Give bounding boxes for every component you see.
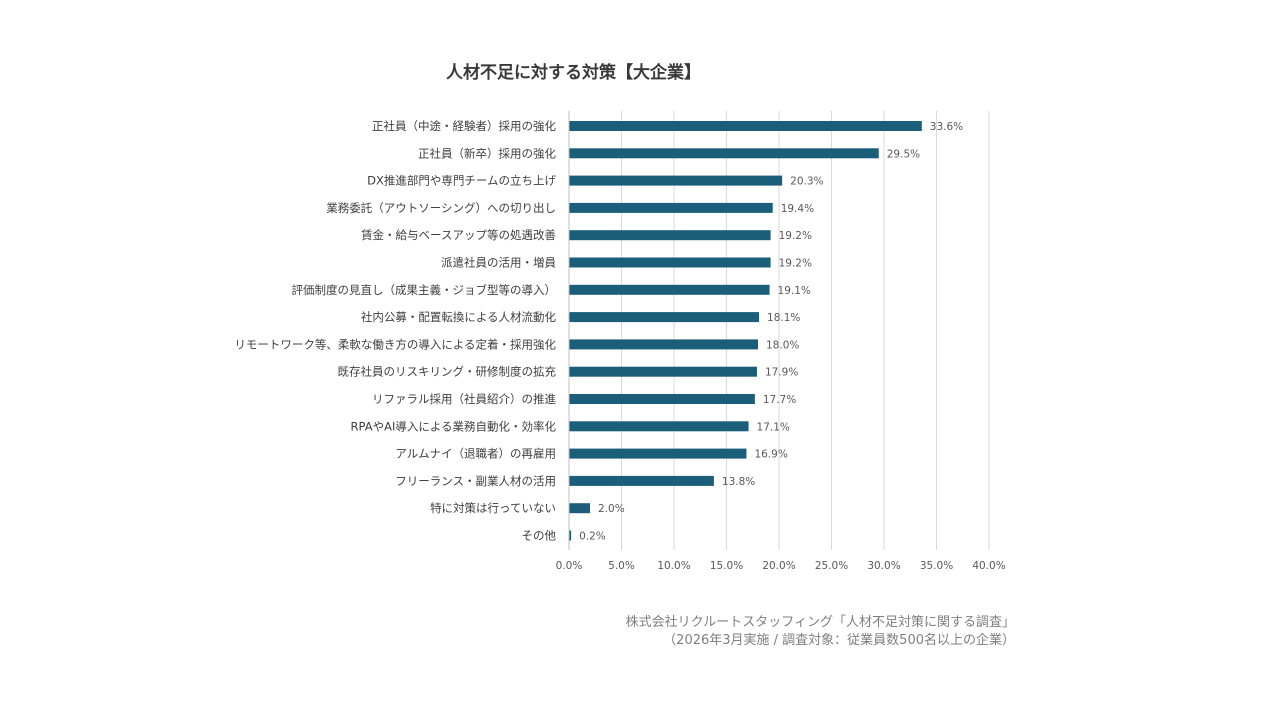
bar: [569, 366, 757, 377]
data-label: 20.3%: [790, 176, 823, 188]
source-note: 株式会社リクルートスタッフィング「人材不足対策に関する調査」: [625, 615, 1015, 630]
x-tick-label: 5.0%: [608, 560, 635, 572]
category-label: 社内公募・配置転換による人材流動化: [361, 310, 557, 324]
data-label: 18.0%: [766, 339, 799, 351]
bar: [569, 475, 714, 486]
bar: [569, 121, 922, 131]
category-label: 評価制度の見直し（成果主義・ジョブ型等の導入）: [292, 283, 557, 297]
bar: [569, 230, 771, 241]
data-label: 19.2%: [779, 230, 812, 242]
category-label: 既存社員のリスキリング・研修制度の拡充: [338, 365, 557, 379]
bar: [569, 421, 749, 432]
category-label: DX推進部門や専門チームの立ち上げ: [367, 174, 556, 188]
category-label: 特に対策は行っていない: [430, 501, 556, 515]
data-label: 17.9%: [765, 367, 798, 379]
x-tick-label: 20.0%: [762, 560, 795, 572]
x-tick-label: 0.0%: [556, 560, 583, 572]
data-label: 19.2%: [779, 258, 812, 270]
category-label: 業務委託（アウトソーシング）への切り出し: [326, 201, 556, 215]
bar: [569, 312, 760, 323]
data-label: 18.1%: [767, 312, 800, 324]
data-label: 2.0%: [598, 503, 625, 515]
data-label: 0.2%: [579, 531, 606, 543]
category-label: 正社員（中途・経験者）採用の強化: [372, 119, 556, 133]
category-label: 正社員（新卒）採用の強化: [418, 146, 556, 160]
x-tick-label: 40.0%: [972, 560, 1005, 572]
x-tick-label: 15.0%: [710, 560, 743, 572]
bar: [569, 339, 758, 350]
category-label: 派遣社員の活用・増員: [441, 256, 556, 270]
category-label: 賃金・給与ベースアップ等の処遇改善: [361, 228, 556, 242]
data-label: 19.4%: [781, 203, 814, 215]
category-label: その他: [522, 529, 557, 543]
data-label: 17.1%: [757, 421, 790, 433]
category-label: アルムナイ（退職者）の再雇用: [395, 447, 556, 461]
category-label: フリーランス・副業人材の活用: [395, 474, 556, 488]
bar: [569, 448, 747, 459]
bar: [569, 175, 783, 186]
bar: [569, 257, 771, 268]
x-tick-label: 25.0%: [815, 560, 848, 572]
category-label: リファラル採用（社員紹介）の推進: [372, 392, 556, 406]
category-label: RPAやAI導入による業務自動化・効率化: [351, 419, 557, 433]
bar: [569, 284, 770, 295]
category-label: リモートワーク等、柔軟な働き方の導入による定着・採用強化: [234, 337, 556, 351]
x-tick-label: 10.0%: [657, 560, 690, 572]
data-label: 13.8%: [722, 476, 755, 488]
bar: [569, 394, 755, 404]
data-label: 16.9%: [754, 449, 787, 461]
x-tick-label: 30.0%: [867, 560, 900, 572]
bar: [569, 202, 773, 213]
data-label: 17.7%: [763, 394, 796, 406]
survey-note: （2026年3月実施 / 調査対象：従業員数500名以上の企業）: [663, 633, 1015, 648]
x-tick-label: 35.0%: [920, 560, 953, 572]
data-label: 33.6%: [930, 121, 963, 133]
data-label: 29.5%: [887, 148, 920, 160]
chart-title: 人材不足に対する対策【大企業】: [446, 63, 701, 83]
bar: [569, 503, 590, 514]
data-label: 19.1%: [778, 285, 811, 297]
bar: [569, 148, 879, 159]
bar: [569, 530, 572, 541]
